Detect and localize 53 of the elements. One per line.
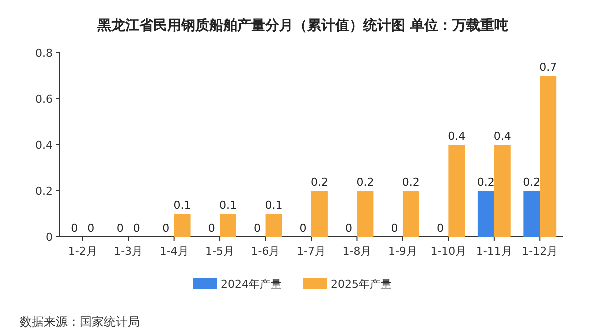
data-label: 0	[254, 222, 262, 235]
data-label: 0	[71, 222, 78, 235]
bar	[357, 191, 374, 237]
bar	[524, 191, 540, 237]
bar	[494, 145, 511, 237]
legend-label: 2024年产量	[221, 278, 282, 291]
data-label: 0	[133, 222, 140, 235]
data-label: 0.2	[477, 176, 495, 189]
y-tick-label: 0	[46, 231, 53, 244]
bar	[448, 145, 466, 237]
legend-label: 2025年产量	[331, 278, 392, 291]
x-tick-label: 1-11月	[476, 245, 512, 258]
data-label: 0.4	[448, 130, 466, 143]
x-tick-label: 1-12月	[522, 245, 558, 258]
y-tick-label: 0.8	[36, 47, 53, 60]
data-label: 0.2	[523, 176, 541, 189]
data-label: 0	[162, 222, 170, 235]
data-label: 0	[116, 222, 124, 235]
data-label: 0	[436, 222, 444, 235]
y-tick-label: 0.6	[36, 93, 53, 106]
bar	[220, 214, 237, 237]
data-label: 0.2	[310, 176, 328, 189]
data-label: 0.7	[540, 61, 558, 74]
data-label: 0.4	[494, 130, 512, 143]
x-tick-label: 1-8月	[342, 245, 372, 258]
data-label: 0	[88, 222, 95, 235]
bar	[540, 76, 557, 237]
y-tick-label: 0.2	[36, 185, 53, 198]
bar	[174, 214, 191, 237]
x-tick-label: 1-5月	[206, 245, 235, 258]
x-tick-label: 1-7月	[297, 245, 326, 258]
bar	[266, 214, 282, 237]
chart-title: 黑龙江省民用钢质船舶产量分月（累计值）统计图 单位：万载重吨	[96, 17, 508, 34]
x-tick-label: 1-3月	[114, 245, 144, 258]
data-label: 0.1	[220, 199, 238, 212]
data-label: 0	[300, 222, 307, 235]
bar	[402, 191, 420, 237]
x-tick-label: 1-10月	[430, 245, 467, 258]
data-label: 0	[208, 222, 216, 235]
data-label: 0.2	[402, 176, 420, 189]
x-tick-label: 1-9月	[388, 245, 418, 258]
x-tick-label: 1-6月	[251, 245, 280, 258]
x-tick-label: 1-2月	[68, 245, 98, 258]
bar	[312, 191, 328, 237]
data-label: 0	[345, 222, 352, 235]
x-tick-label: 1-4月	[160, 245, 189, 258]
data-label: 0	[391, 222, 398, 235]
bar	[478, 191, 494, 237]
data-label: 0.1	[174, 199, 192, 212]
data-label: 0.1	[265, 199, 283, 212]
y-tick-label: 0.4	[36, 139, 53, 152]
data-label: 0.2	[356, 176, 374, 189]
source-note: 数据来源：国家统计局	[20, 315, 140, 329]
